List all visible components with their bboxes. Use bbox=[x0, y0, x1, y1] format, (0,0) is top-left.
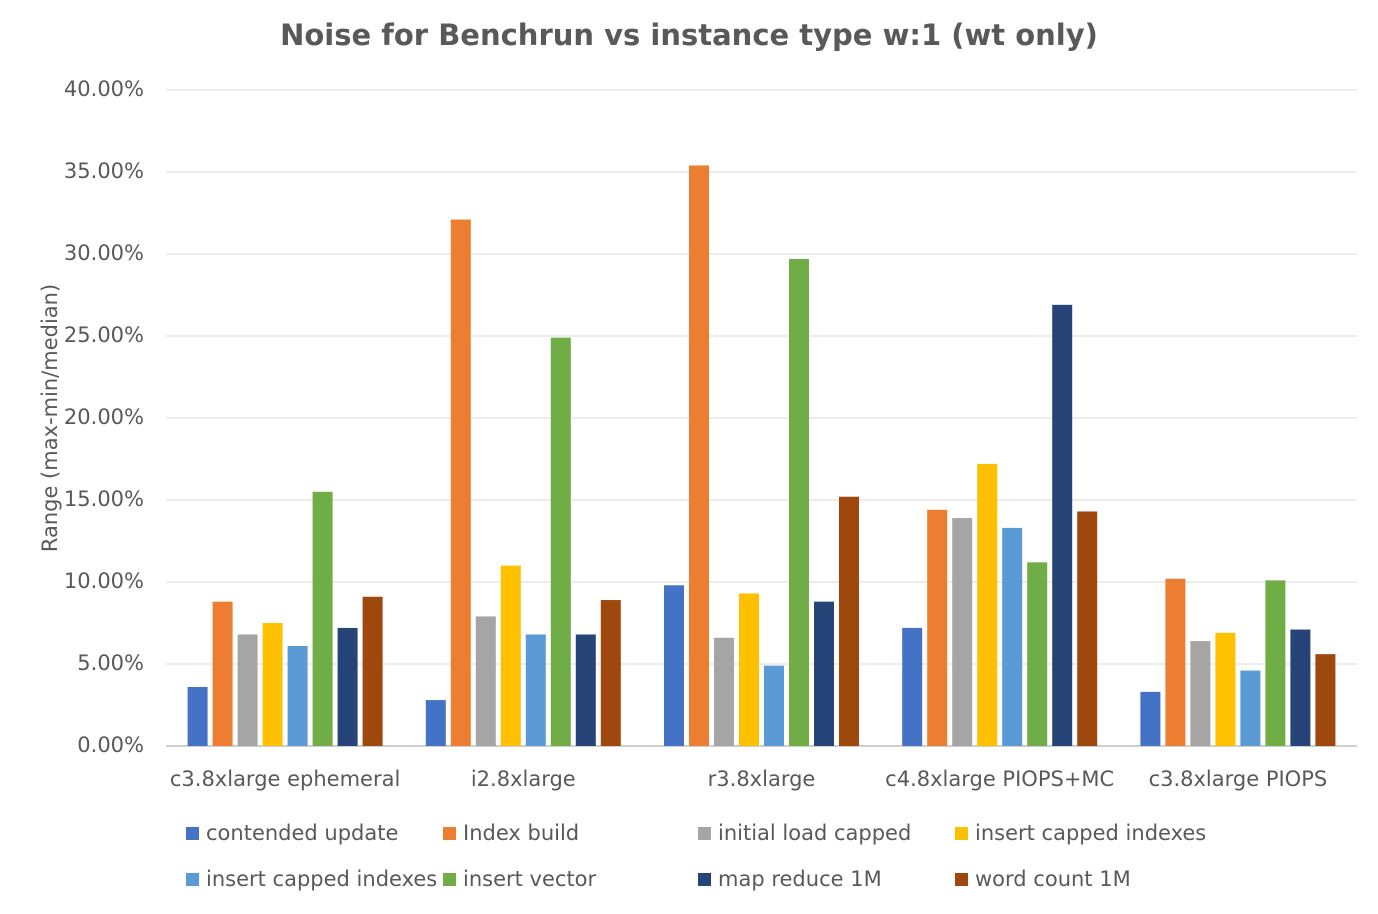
bar bbox=[789, 258, 809, 746]
bar bbox=[689, 165, 709, 746]
bar bbox=[739, 593, 759, 746]
bar bbox=[475, 616, 496, 746]
bar bbox=[1165, 578, 1186, 746]
bar bbox=[814, 601, 834, 746]
y-tick-label: 5.00% bbox=[77, 651, 144, 675]
bar bbox=[1315, 654, 1336, 746]
bar bbox=[839, 496, 859, 746]
bar bbox=[312, 491, 333, 746]
y-axis-label: Range (max-min/median) bbox=[38, 284, 62, 552]
bar bbox=[212, 601, 233, 746]
bar bbox=[337, 627, 358, 746]
bar bbox=[977, 463, 998, 746]
bar bbox=[1215, 632, 1236, 746]
y-tick-label: 40.00% bbox=[64, 77, 144, 101]
bar bbox=[450, 219, 471, 746]
y-axis-ticks: 0.00% 5.00% 10.00% 15.00% 20.00% 25.00% 30.00%… bbox=[64, 77, 144, 757]
y-tick-label: 10.00% bbox=[64, 569, 144, 593]
bar bbox=[425, 700, 446, 746]
bar bbox=[1077, 511, 1098, 746]
bar bbox=[1027, 562, 1048, 746]
bar bbox=[362, 596, 383, 746]
bar bbox=[287, 645, 308, 746]
chart-title: Noise for Benchrun vs instance type w:1 … bbox=[280, 18, 1098, 52]
bar bbox=[952, 518, 973, 746]
y-tick-label: 25.00% bbox=[64, 323, 144, 347]
bar bbox=[525, 634, 546, 746]
bar bbox=[600, 600, 621, 746]
y-tick-label: 0.00% bbox=[77, 733, 144, 757]
bar bbox=[714, 637, 734, 746]
x-category-label: c3.8xlarge ephemeral bbox=[170, 767, 400, 791]
bar bbox=[1290, 629, 1311, 746]
y-tick-label: 30.00% bbox=[64, 241, 144, 265]
bar bbox=[1140, 691, 1161, 746]
bar bbox=[237, 634, 258, 746]
x-category-label: i2.8xlarge bbox=[471, 767, 576, 791]
y-tick-label: 35.00% bbox=[64, 159, 144, 183]
bars bbox=[187, 165, 1336, 746]
bar bbox=[262, 623, 283, 746]
y-tick-label: 20.00% bbox=[64, 405, 144, 429]
bar bbox=[1002, 527, 1023, 746]
bar bbox=[500, 565, 521, 746]
bar bbox=[927, 509, 948, 746]
x-category-label: c3.8xlarge PIOPS bbox=[1149, 767, 1328, 791]
bar bbox=[1052, 304, 1073, 746]
x-axis-categories: c3.8xlarge ephemeral i2.8xlarge r3.8xlarge… bbox=[170, 767, 1327, 791]
bar bbox=[550, 337, 571, 746]
y-tick-label: 15.00% bbox=[64, 487, 144, 511]
x-category-label: r3.8xlarge bbox=[708, 767, 816, 791]
bar bbox=[1265, 580, 1286, 746]
bar bbox=[664, 585, 684, 746]
bar bbox=[1190, 641, 1211, 746]
bar bbox=[902, 627, 923, 746]
x-category-label: c4.8xlarge PIOPS+MC bbox=[885, 767, 1114, 791]
bar bbox=[764, 665, 784, 746]
bar bbox=[187, 686, 208, 746]
bar bbox=[575, 634, 596, 746]
bar bbox=[1240, 670, 1261, 746]
